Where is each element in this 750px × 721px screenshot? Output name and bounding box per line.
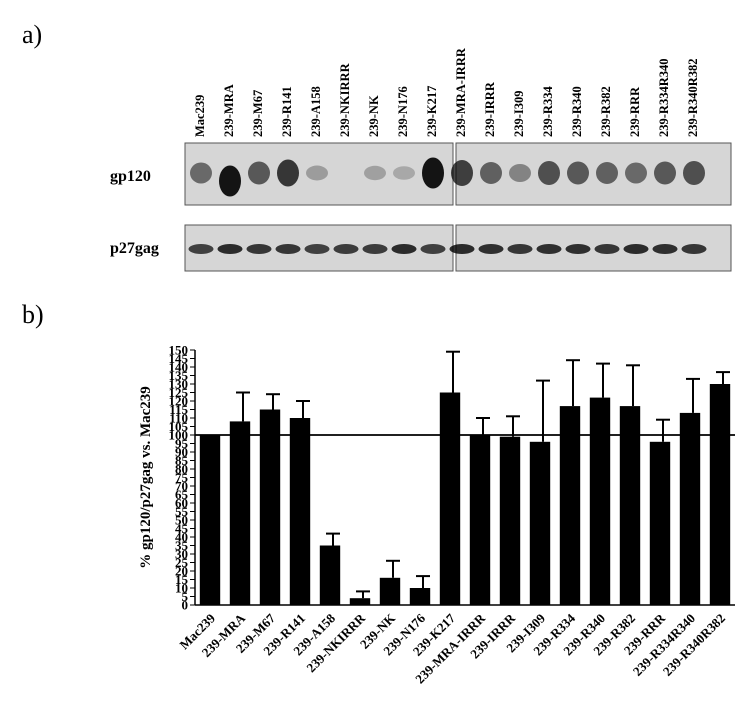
- y-tick-label: 115: [169, 402, 188, 417]
- bar: [349, 598, 371, 605]
- y-tick-label: 5: [182, 589, 189, 604]
- y-tick-label: 95: [175, 436, 189, 451]
- p27gag-band: [217, 244, 243, 254]
- bar: [559, 406, 581, 605]
- y-tick-label: 145: [169, 351, 189, 366]
- y-tick-label: 70: [175, 479, 188, 494]
- gp120-band: [422, 157, 444, 189]
- y-tick-label: 130: [169, 377, 189, 392]
- gp120-band: [654, 161, 676, 185]
- gp120-band: [277, 159, 299, 187]
- bar: [709, 384, 731, 605]
- y-tick-label: 100: [169, 428, 189, 443]
- y-tick-label: 15: [175, 572, 189, 587]
- y-tick-label: 105: [169, 419, 189, 434]
- gp120-band: [683, 161, 705, 185]
- gp120-band: [306, 165, 328, 181]
- p27gag-band: [275, 244, 301, 254]
- bar: [409, 588, 431, 605]
- y-tick-label: 40: [175, 530, 188, 545]
- bar: [229, 421, 251, 605]
- y-tick-label: 120: [169, 394, 189, 409]
- p27gag-band: [478, 244, 504, 254]
- p27gag-band: [536, 244, 562, 254]
- p27gag-band: [623, 244, 649, 254]
- gp120-label: gp120: [110, 168, 151, 185]
- y-tick-label: 20: [175, 564, 188, 579]
- gp120-band: [190, 162, 212, 184]
- y-tick-label: 90: [175, 445, 188, 460]
- p27gag-band: [420, 244, 446, 254]
- y-tick-label: 30: [175, 547, 188, 562]
- p27gag-band: [333, 244, 359, 254]
- bar: [469, 435, 491, 605]
- p27gag-band: [652, 244, 678, 254]
- western-blot-image: [184, 142, 732, 272]
- bar: [259, 409, 281, 605]
- bar: [589, 397, 611, 605]
- bar: [529, 441, 551, 605]
- bar: [649, 441, 671, 605]
- y-tick-label: 125: [169, 385, 189, 400]
- gp120-band: [393, 166, 415, 180]
- y-tick-label: 65: [175, 487, 189, 502]
- y-tick-label: 60: [175, 496, 188, 511]
- y-tick-label: 0: [182, 598, 189, 613]
- panel-b-label: b): [22, 300, 44, 329]
- p27gag-band: [246, 244, 272, 254]
- y-tick-label: 25: [175, 555, 189, 570]
- gp120-band: [364, 165, 386, 181]
- y-tick-label: 55: [175, 504, 189, 519]
- y-tick-label: 45: [175, 521, 189, 536]
- p27gag-band: [449, 244, 475, 254]
- y-tick-label: 135: [169, 368, 189, 383]
- y-tick-label: 75: [175, 470, 189, 485]
- y-tick-label: 35: [175, 538, 189, 553]
- p27gag-band: [304, 244, 330, 254]
- gp120-band: [219, 165, 241, 197]
- y-tick-label: 110: [169, 411, 188, 426]
- bar: [499, 436, 521, 605]
- p27gag-band: [565, 244, 591, 254]
- gp120-band: [248, 161, 270, 185]
- gp120-band: [480, 162, 502, 184]
- panel-a-label: a): [22, 20, 43, 49]
- p27gag-band: [188, 244, 214, 254]
- p27gag-band: [507, 244, 533, 254]
- gp120-band: [625, 162, 647, 184]
- y-tick-label: 140: [169, 360, 189, 375]
- p27gag-band: [681, 244, 707, 254]
- p27gag-label: p27gag: [110, 240, 159, 257]
- gp120-band: [538, 161, 560, 185]
- y-tick-label: 10: [175, 581, 188, 596]
- y-tick-label: 50: [175, 513, 188, 528]
- bar: [319, 545, 341, 605]
- bar: [199, 435, 221, 605]
- p27gag-band: [362, 244, 388, 254]
- bar: [679, 412, 701, 605]
- y-tick-label: 85: [175, 453, 189, 468]
- y-axis-label: % gp120/p27gag vs. Mac239: [138, 386, 154, 569]
- bar: [289, 418, 311, 605]
- bar: [439, 392, 461, 605]
- gp120-band: [451, 160, 473, 186]
- bar: [619, 406, 641, 605]
- gp120-band: [509, 164, 531, 182]
- y-tick-label: 80: [175, 462, 188, 477]
- p27gag-band: [594, 244, 620, 254]
- p27gag-band: [391, 244, 417, 254]
- y-tick-label: 150: [169, 343, 189, 358]
- gp120-band: [596, 162, 618, 184]
- bar: [379, 577, 401, 605]
- gp120-band: [567, 161, 589, 185]
